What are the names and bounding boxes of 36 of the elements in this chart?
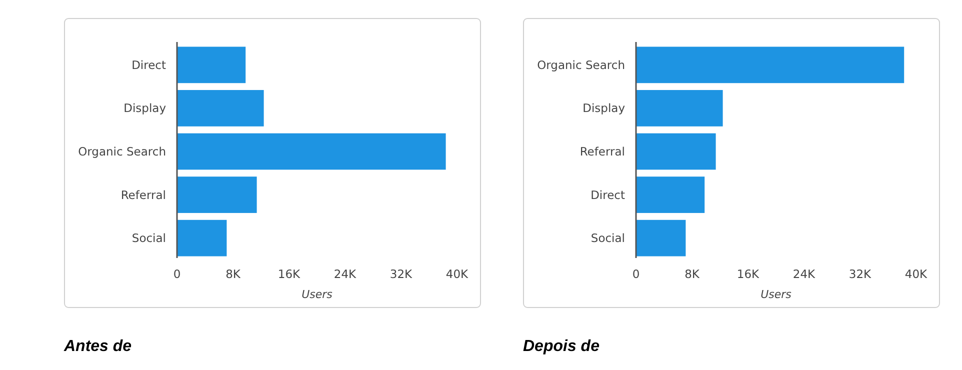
x-tick-label: 16K <box>278 267 301 281</box>
bar <box>636 90 723 126</box>
x-tick-label: 0 <box>173 267 181 281</box>
y-tick-label: Referral <box>120 188 166 202</box>
y-tick-label: Referral <box>580 144 625 159</box>
y-tick-label: Direct <box>590 188 626 202</box>
y-tick-label: Organic Search <box>537 58 625 72</box>
text: Depois de <box>523 338 600 355</box>
bar <box>177 220 227 256</box>
x-tick-label: 8K <box>226 267 241 281</box>
y-tick-label: Social <box>590 231 625 246</box>
x-tick-label: 0 <box>632 267 640 281</box>
x-tick-label: 40K <box>904 267 928 281</box>
x-tick-label: 8K <box>684 267 700 281</box>
y-tick-label: Social <box>132 231 166 246</box>
bar <box>177 133 446 170</box>
bar <box>636 220 686 256</box>
x-tick-label: 24K <box>334 267 357 281</box>
x-tick-label: 32K <box>390 267 413 281</box>
y-tick-label: Display <box>582 101 626 116</box>
y-tick-label: Organic Search <box>78 144 166 159</box>
y-tick-label: Direct <box>132 58 166 72</box>
bar <box>177 46 246 84</box>
bar <box>636 176 705 213</box>
x-axis-title: Users <box>760 288 792 301</box>
bar <box>177 90 264 126</box>
x-tick-label: 24K <box>792 267 816 281</box>
x-tick-label: 32K <box>848 267 872 281</box>
bar <box>636 133 716 170</box>
y-tick-label: Display <box>124 101 166 116</box>
text: Antes de <box>63 338 132 355</box>
bar <box>636 46 904 84</box>
x-tick-label: 16K <box>736 267 760 281</box>
bar <box>177 176 257 213</box>
x-axis-title: Users <box>302 288 333 301</box>
x-tick-label: 40K <box>446 267 469 281</box>
